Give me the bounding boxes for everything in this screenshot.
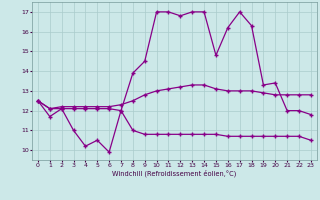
X-axis label: Windchill (Refroidissement éolien,°C): Windchill (Refroidissement éolien,°C) [112,169,236,177]
